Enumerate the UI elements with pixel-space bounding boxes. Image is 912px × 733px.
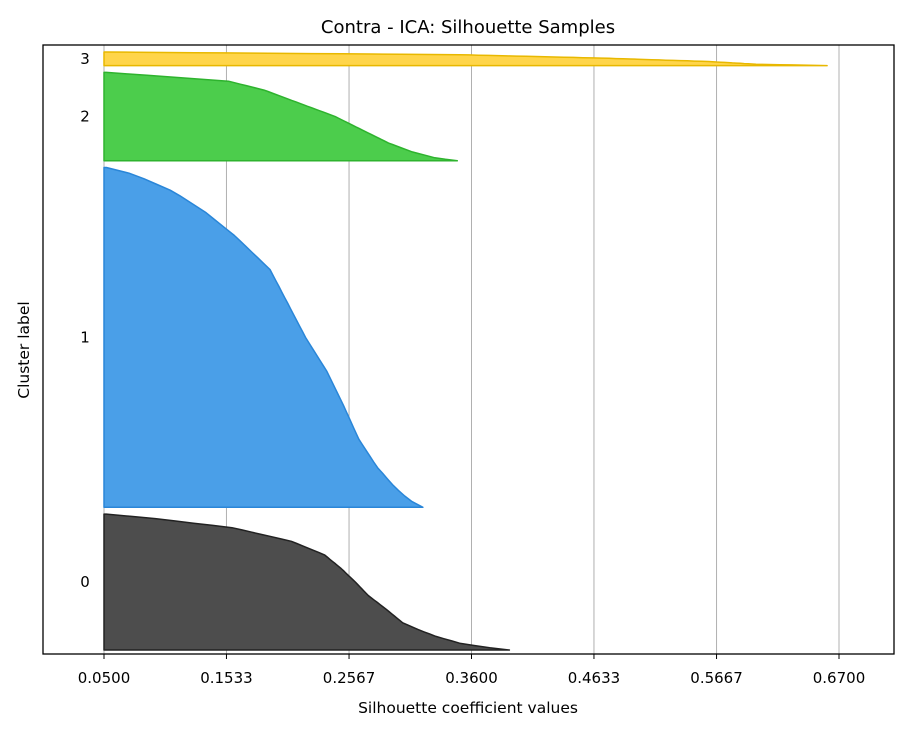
x-tick-label: 0.1533 <box>200 669 253 687</box>
x-tick-label: 0.5667 <box>690 669 743 687</box>
cluster-label-3: 3 <box>80 50 90 68</box>
plot-frame <box>42 44 895 655</box>
x-tick-label: 0.2567 <box>323 669 376 687</box>
cluster-label-layer: 0 1 2 3 <box>80 50 90 591</box>
y-axis-label: Cluster label <box>15 301 33 398</box>
cluster-3-silhouette <box>103 51 828 67</box>
x-tick-label: 0.4633 <box>568 669 621 687</box>
cluster-0-silhouette <box>103 513 511 651</box>
cluster-label-1: 1 <box>80 328 90 346</box>
cluster-2-silhouette <box>103 71 459 162</box>
x-tick-label: 0.3600 <box>445 669 498 687</box>
cluster-1-silhouette <box>103 166 424 509</box>
x-axis-label: Silhouette coefficient values <box>358 699 578 717</box>
chart-title: Contra - ICA: Silhouette Samples <box>321 17 615 38</box>
x-tick-label: 0.6700 <box>813 669 866 687</box>
cluster-label-2: 2 <box>80 108 90 126</box>
x-tick-layer: 0.0500 0.1533 0.2567 0.3600 0.4633 0.5667 0.67… <box>78 654 866 687</box>
cluster-label-0: 0 <box>80 573 90 591</box>
cluster-layer <box>103 51 828 651</box>
x-tick-label: 0.0500 <box>78 669 131 687</box>
